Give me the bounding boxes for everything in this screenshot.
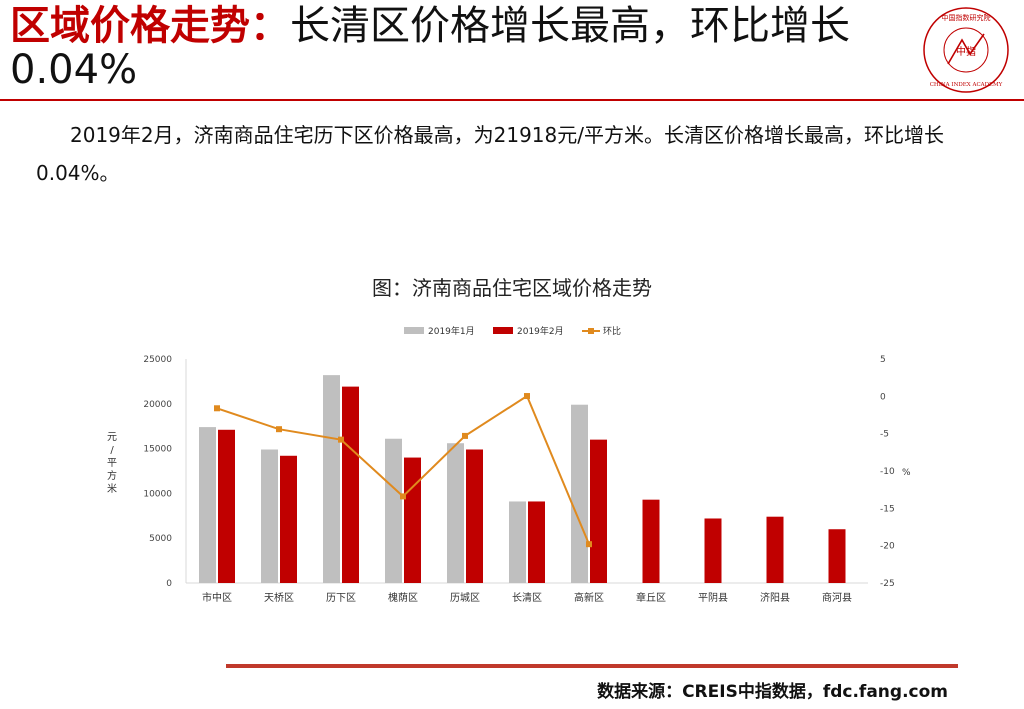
x-tick-label: 济阳县	[760, 591, 790, 604]
page-title: 区域价格走势：长清区价格增长最高，环比增长0.04%	[10, 4, 910, 92]
y-axis-label-char: 方	[107, 469, 117, 482]
bar-feb-7	[642, 499, 660, 583]
y-tick-label: 20000	[143, 400, 172, 410]
bar-jan-6	[571, 404, 588, 583]
bar-jan-1	[261, 449, 278, 583]
mom-point-3	[400, 493, 406, 500]
x-tick-label: 章丘区	[636, 591, 666, 604]
y-tick-label: 25000	[143, 355, 172, 365]
legend-swatch-mom-marker	[588, 328, 594, 334]
x-tick-label: 历下区	[326, 592, 356, 604]
bar-feb-3	[404, 457, 421, 583]
svg-text:中指: 中指	[956, 45, 976, 58]
legend-label-feb: 2019年2月	[517, 325, 564, 337]
bar-feb-4	[466, 449, 483, 583]
legend-swatch-jan	[404, 327, 424, 334]
mom-point-1	[276, 426, 282, 433]
bar-feb-10	[828, 529, 846, 583]
x-tick-label: 槐荫区	[388, 591, 418, 604]
bar-jan-5	[509, 501, 526, 583]
chart-title: 图：济南商品住宅区域价格走势	[372, 276, 652, 300]
y-axis-label-char: 元	[107, 432, 117, 443]
y2-tick-label: -5	[880, 430, 889, 440]
y-tick-label: 15000	[143, 445, 172, 455]
x-tick-label: 长清区	[512, 591, 542, 604]
y2-tick-label: -10	[880, 467, 895, 477]
y2-tick-label: -25	[880, 579, 895, 589]
x-tick-label: 商河县	[822, 591, 852, 604]
y-tick-label: 0	[166, 579, 172, 589]
y2-tick-label: 0	[880, 392, 886, 402]
title-divider	[0, 99, 1024, 101]
x-tick-label: 高新区	[574, 591, 604, 604]
y-tick-label: 5000	[149, 534, 172, 544]
y2-axis-label: %	[902, 468, 911, 478]
bar-jan-4	[447, 443, 464, 583]
y-axis-label-char: 米	[107, 482, 117, 495]
y2-tick-label: -20	[880, 542, 895, 552]
y-axis-label-char: /	[110, 445, 114, 456]
mom-point-5	[524, 393, 530, 400]
bar-feb-5	[528, 501, 545, 583]
y2-tick-label: 5	[880, 355, 886, 365]
bar-feb-8	[704, 518, 722, 583]
bar-jan-3	[385, 438, 402, 583]
x-tick-label: 天桥区	[264, 592, 294, 604]
bar-feb-9	[766, 516, 784, 583]
y2-tick-label: -15	[880, 504, 895, 514]
x-tick-label: 市中区	[202, 591, 232, 604]
china-index-academy-logo: 中国指数研究院 中指 CHINA INDEX ACADEMY	[923, 7, 1009, 93]
svg-text:中国指数研究院: 中国指数研究院	[942, 13, 991, 22]
footer-divider	[226, 664, 958, 668]
y-axis-label-char: 平	[107, 458, 117, 469]
x-tick-label: 平阴县	[698, 592, 728, 604]
bar-jan-2	[323, 375, 340, 583]
mom-point-2	[338, 436, 344, 443]
legend-swatch-feb	[493, 327, 513, 334]
x-tick-label: 历城区	[450, 592, 480, 604]
legend-label-jan: 2019年1月	[428, 325, 475, 337]
legend-label-mom: 环比	[603, 325, 621, 337]
y-tick-label: 10000	[143, 489, 172, 499]
page-title-text: 长清区价格增长最高，环比增长0.04%	[10, 3, 850, 93]
mom-point-4	[462, 432, 468, 439]
bar-feb-2	[342, 386, 359, 583]
bar-feb-6	[590, 439, 607, 583]
description-text: 2019年2月，济南商品住宅历下区价格最高，为21918元/平方米。长清区价格增…	[36, 123, 944, 185]
bar-feb-1	[280, 455, 297, 583]
mom-point-6	[586, 541, 592, 548]
data-source: 数据来源：CREIS中指数据，fdc.fang.com	[597, 682, 948, 702]
mom-point-0	[214, 405, 220, 412]
bar-jan-0	[199, 427, 216, 583]
bar-feb-0	[218, 429, 235, 583]
svg-text:CHINA INDEX ACADEMY: CHINA INDEX ACADEMY	[930, 82, 1003, 88]
page-title-highlight: 区域价格走势：	[10, 3, 290, 49]
price-trend-chart: 0 5000 10000 15000 20000 25000 5 0 -5 -10 -15 -20 -2…	[107, 325, 911, 604]
